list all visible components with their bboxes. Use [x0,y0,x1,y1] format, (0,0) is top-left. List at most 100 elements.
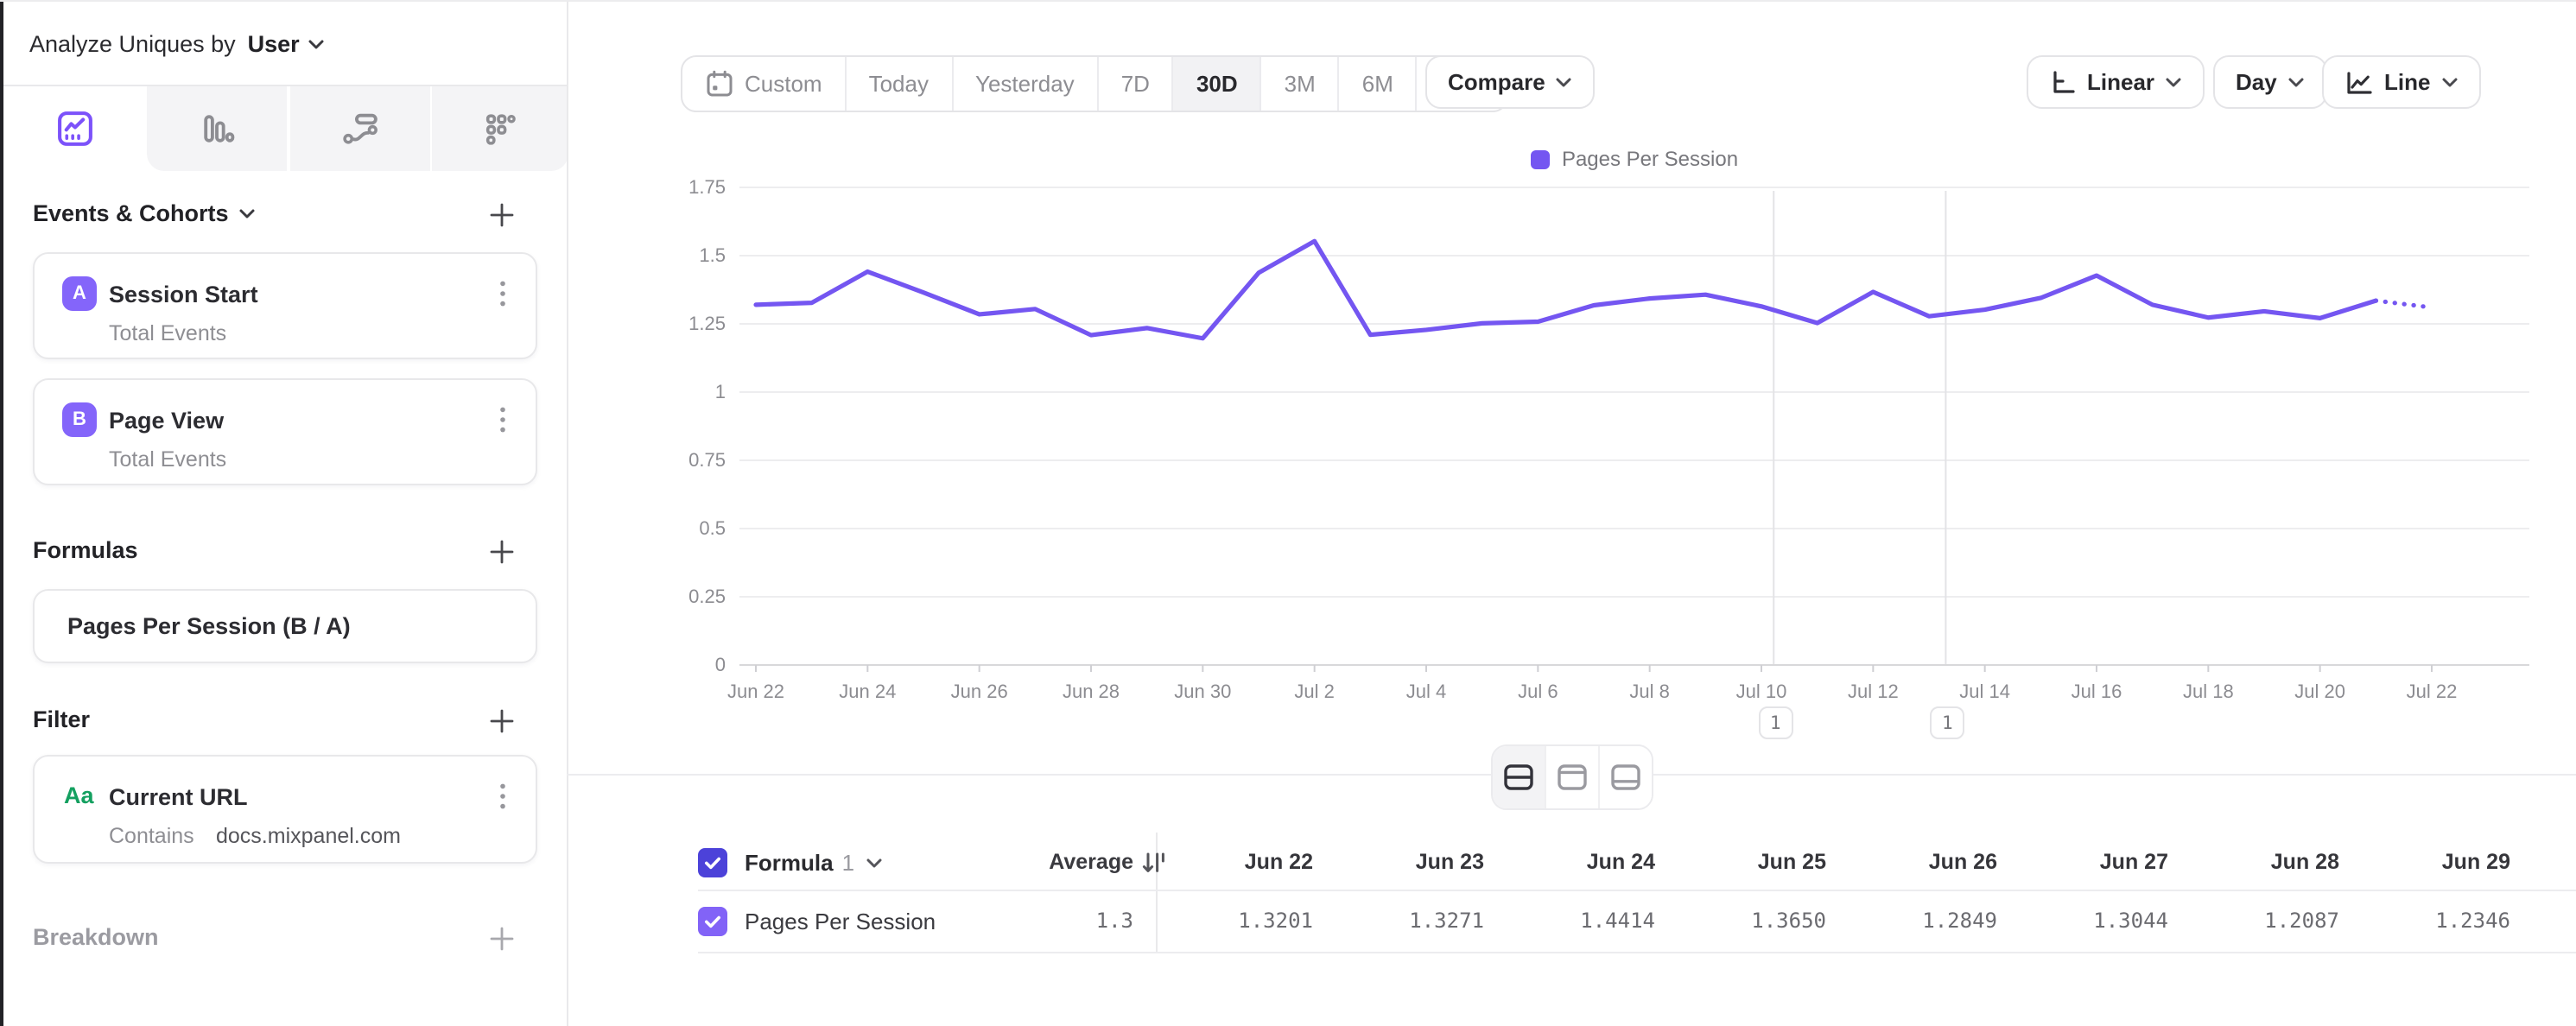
date-column-header[interactable]: Jun 26 [1928,850,1997,874]
chart-legend[interactable]: Pages Per Session [739,147,2529,171]
add-formula-button[interactable] [482,532,520,570]
annotation-badge[interactable]: 1 [1758,706,1793,739]
x-axis-label: Jul 4 [1406,681,1446,702]
x-axis-label: Jun 26 [951,681,1008,702]
chart-type-dropdown[interactable]: Line [2322,55,2481,109]
formula-group-number: 1 [841,849,855,875]
cell-value: 1.3044 [2093,909,2168,933]
date-column-header[interactable]: Jun 29 [2441,850,2510,874]
sort-descending-icon[interactable] [1142,850,1168,876]
y-axis-label: 0 [715,654,726,675]
date-column-header[interactable]: Jun 23 [1415,850,1484,874]
date-column-header[interactable]: Jun 22 [1244,850,1313,874]
chevron-down-icon[interactable] [239,206,257,221]
tab-bar-chart[interactable] [147,86,287,171]
formula-group-label[interactable]: Formula [745,849,834,875]
x-axis-label: Jul 22 [2407,681,2458,702]
filter-value[interactable]: docs.mixpanel.com [216,824,401,848]
range-today[interactable]: Today [847,57,953,111]
add-event-button[interactable] [482,195,520,233]
split-horizontal-icon [1504,764,1533,790]
event-options-button[interactable] [491,278,515,309]
table-row-divider [698,952,2576,953]
x-axis-label: Jul 2 [1294,681,1334,702]
range-7d[interactable]: 7D [1099,57,1174,111]
date-column-header[interactable]: Jun 27 [2099,850,2168,874]
cell-value: 1.3650 [1751,909,1826,933]
date-column-header[interactable]: Jun 28 [2270,850,2339,874]
report-type-tabbar [3,85,568,171]
x-axis-label: Jun 28 [1063,681,1120,702]
kebab-menu-icon [500,407,505,433]
tab-retention[interactable] [431,86,568,171]
y-axis-label: 0.75 [688,449,726,471]
y-axis-label: 1 [715,381,726,402]
layout-split-horizontal-button[interactable] [1493,746,1546,808]
series-line-projected [2373,298,2434,310]
events-cohorts-label: Events & Cohorts [33,200,229,226]
linear-scale-icon [2053,70,2075,92]
x-axis-label: Jun 22 [727,681,784,702]
plus-icon [489,539,513,563]
add-breakdown-button[interactable] [482,919,520,957]
cell-value: 1.3271 [1409,909,1484,933]
row-values: 1.3201 1.3271 1.4414 1.3650 1.2849 1.3044 1.20… [1156,891,2510,950]
x-axis-label: Jul 6 [1518,681,1558,702]
filter-label: Filter [33,706,91,732]
breakdown-label: Breakdown [33,924,159,950]
date-column-header[interactable]: Jun 25 [1757,850,1826,874]
compare-label: Compare [1448,69,1545,95]
insights-line-chart-icon [57,111,92,146]
filter-options-button[interactable] [491,781,515,812]
analyze-uniques-label: Analyze Uniques by [29,30,236,56]
table-column-separator [1156,833,1158,952]
calendar-icon [707,70,733,97]
event-name: Session Start [109,282,258,307]
date-column-header[interactable]: Jun 24 [1586,850,1655,874]
range-custom[interactable]: Custom [682,57,847,111]
annotation-badge[interactable]: 1 [1930,706,1965,739]
chevron-down-icon[interactable] [865,854,882,870]
layout-footer-bottom-button[interactable] [1600,746,1652,808]
checkmark-icon [705,915,720,928]
series-line[interactable] [753,238,2378,341]
event-card[interactable]: A Session Start Total Events [33,252,537,359]
filter-card[interactable]: Aa Current URL Contains docs.mixpanel.co… [33,755,537,864]
panel-layout-toggle [1491,744,1653,810]
layout-header-top-button[interactable] [1546,746,1600,808]
cell-value: 1.2087 [2264,909,2339,933]
event-letter-badge: B [62,402,97,437]
tab-flows[interactable] [289,86,429,171]
string-property-icon: Aa [64,782,94,808]
event-options-button[interactable] [491,404,515,435]
chart-type-label: Line [2384,69,2431,95]
breakdown-header: Breakdown [33,924,159,950]
range-6m[interactable]: 6M [1340,57,1418,111]
x-axis-label: Jul 16 [2072,681,2122,702]
event-aggregation[interactable]: Total Events [109,447,227,472]
formula-card[interactable]: Pages Per Session (B / A) [33,589,537,663]
tab-insights[interactable] [3,86,145,171]
analyze-by-dropdown[interactable]: User [247,30,300,56]
date-column-headers: Jun 22 Jun 23 Jun 24 Jun 25 Jun 26 Jun 27 Jun … [1156,833,2510,891]
select-all-checkbox[interactable] [698,847,727,877]
row-checkbox[interactable] [698,906,727,935]
y-axis-label: 0.5 [699,517,726,539]
y-axis-label: 1.75 [688,176,726,198]
range-3m[interactable]: 3M [1262,57,1340,111]
event-card[interactable]: B Page View Total Events [33,378,537,485]
y-axis-label: 0.25 [688,586,726,607]
x-axis-label: Jul 10 [1736,681,1787,702]
add-filter-button[interactable] [482,701,520,739]
flows-icon [342,113,377,144]
compare-button[interactable]: Compare [1425,55,1596,109]
average-column-header[interactable]: Average [1049,850,1133,874]
interval-dropdown[interactable]: Day [2213,55,2327,109]
range-30d[interactable]: 30D [1173,57,1262,111]
scale-dropdown[interactable]: Linear [2027,55,2205,109]
formulas-label: Formulas [33,537,138,563]
legend-swatch [1530,149,1550,168]
range-yesterday[interactable]: Yesterday [953,57,1099,111]
event-aggregation[interactable]: Total Events [109,321,227,345]
